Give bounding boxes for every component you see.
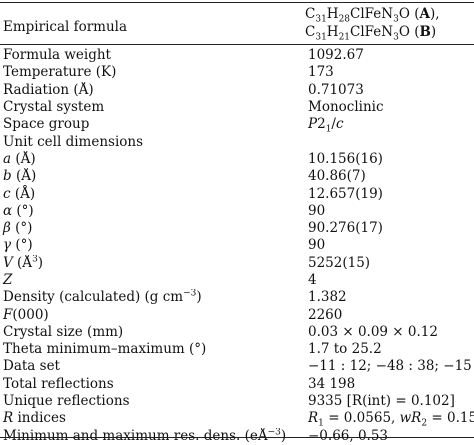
table-row: Crystal size (mm) 0.03 × 0.09 × 0.12 xyxy=(0,324,474,341)
table-row: Z 4 xyxy=(0,272,474,289)
row-label: Unit cell dimensions xyxy=(3,133,144,150)
table-row: Density (calculated) (g cm−3) 1.382 xyxy=(0,289,474,306)
row-label: Radiation (Å) xyxy=(3,81,94,98)
row-label: Crystal size (mm) xyxy=(3,323,124,340)
row-label: c (Å) xyxy=(3,185,36,202)
row-value xyxy=(306,133,474,150)
row-label: Unique reflections xyxy=(3,393,130,410)
table-row: β (°) 90.276(17) xyxy=(0,220,474,237)
data-table: Formula weight 1092.67 Temperature (K) 1… xyxy=(0,47,474,445)
row-value: 2260 xyxy=(308,306,343,323)
row-value: 1092.67 xyxy=(308,47,364,64)
table-row: Unit cell dimensions xyxy=(0,133,474,150)
row-value: 173 xyxy=(308,64,334,81)
table-row: Total reflections 34 198 xyxy=(0,376,474,393)
row-label: Data set xyxy=(3,358,60,375)
row-label: Theta minimum–maximum (°) xyxy=(3,341,207,358)
row-label: b (Å) xyxy=(3,168,37,185)
row-value: 90 xyxy=(308,202,326,219)
row-label: Formula weight xyxy=(3,47,111,64)
row-value: 10.156(16) xyxy=(308,150,383,167)
header-rule xyxy=(0,44,474,45)
table-row: V (Å3) 5252(15) xyxy=(0,255,474,272)
row-label: Total reflections xyxy=(3,375,114,392)
row-value: 90 xyxy=(308,237,326,254)
row-value: 4 xyxy=(308,272,317,288)
table-row: Formula weight 1092.67 xyxy=(0,47,474,64)
row-label: V (Å3) xyxy=(3,254,44,271)
row-value: 5252(15) xyxy=(308,254,371,271)
row-value: 0.03 × 0.09 × 0.12 xyxy=(308,323,438,340)
table-row: γ (°) 90 xyxy=(0,237,474,254)
row-label: R indices xyxy=(3,410,66,427)
table-row: Temperature (K) 173 xyxy=(0,64,474,81)
row-value: 40.86(7) xyxy=(308,168,366,185)
row-value: 0.71073 xyxy=(308,81,364,98)
row-label: Density (calculated) (g cm−3) xyxy=(3,289,202,306)
top-rule xyxy=(0,2,474,3)
table-row: Data set −11 : 12; −48 : 38; −15 : 9 xyxy=(0,358,474,375)
table-row: a (Å) 10.156(16) xyxy=(0,151,474,168)
row-label: Z xyxy=(3,272,13,288)
table-row: c (Å) 12.657(19) xyxy=(0,185,474,202)
row-label: β (°) xyxy=(3,220,33,237)
formula-a: C31H28ClFeN3O (A), xyxy=(305,6,440,25)
row-value: P21/c xyxy=(308,116,344,134)
row-value: 9335 [R(int) = 0.102] xyxy=(308,393,455,410)
empirical-formula-label: Empirical formula xyxy=(3,19,128,35)
row-value: Monoclinic xyxy=(308,99,384,116)
table-row: F(000) 2260 xyxy=(0,306,474,323)
row-value: 1.382 xyxy=(308,289,347,306)
row-label: α (°) xyxy=(3,202,34,219)
table-row: Unique reflections 9335 [R(int) = 0.102] xyxy=(0,393,474,410)
row-label: Space group xyxy=(3,116,90,133)
table-row: Space group P21/c xyxy=(0,116,474,133)
table-row: Crystal system Monoclinic xyxy=(0,99,474,116)
table-row: b (Å) 40.86(7) xyxy=(0,168,474,185)
row-label: Temperature (K) xyxy=(3,64,117,81)
table-row: Radiation (Å) 0.71073 xyxy=(0,82,474,99)
row-label: a (Å) xyxy=(3,150,36,167)
row-value: 12.657(19) xyxy=(308,185,383,202)
table-row: Theta minimum–maximum (°) 1.7 to 25.2 xyxy=(0,341,474,358)
table-row: R indices R1 = 0.0565, wR2 = 0.1529 xyxy=(0,410,474,427)
formula-b: C31H21ClFeN3O (B) xyxy=(305,24,437,43)
row-value: −11 : 12; −48 : 38; −15 : 9 xyxy=(308,358,474,375)
row-label: Crystal system xyxy=(3,99,105,116)
row-label: F(000) xyxy=(3,306,49,323)
row-value: 90.276(17) xyxy=(308,220,383,237)
row-label: γ (°) xyxy=(3,237,33,254)
row-value: 34 198 xyxy=(308,375,356,392)
table-row: α (°) 90 xyxy=(0,203,474,220)
row-value: R1 = 0.0565, wR2 = 0.1529 xyxy=(308,410,474,428)
row-value: 1.7 to 25.2 xyxy=(308,341,382,358)
bottom-rule xyxy=(0,437,474,438)
